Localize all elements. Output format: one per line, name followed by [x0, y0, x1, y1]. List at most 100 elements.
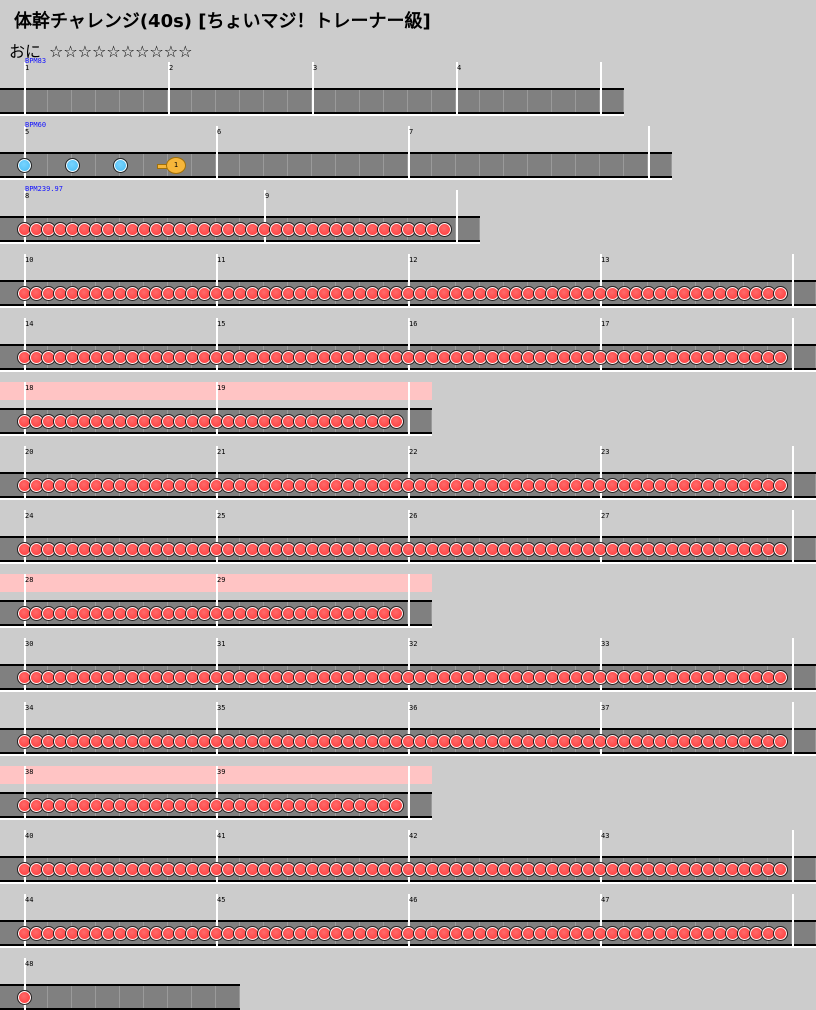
barline [600, 318, 602, 370]
score-row: 48 [0, 958, 240, 1010]
difficulty-stars: ☆☆☆☆☆☆☆☆☆☆ [49, 42, 193, 61]
measure-number: 44 [25, 896, 34, 904]
score-row: 24 25 26 27 [0, 510, 816, 562]
measure-number: 35 [217, 704, 226, 712]
barline [24, 702, 26, 754]
barline [216, 638, 218, 690]
score-row: 10 11 12 13 [0, 254, 816, 306]
don-note [773, 542, 788, 557]
barline [600, 702, 602, 754]
barline [600, 446, 602, 498]
barline [24, 574, 26, 626]
don-note [389, 606, 404, 621]
measure-number: 2 [169, 64, 174, 72]
measure-number: 30 [25, 640, 34, 648]
measure-number: 45 [217, 896, 226, 904]
barline [408, 894, 410, 946]
measure-number: 34 [25, 704, 34, 712]
measure-number: 22 [409, 448, 418, 456]
measure-number: 42 [409, 832, 418, 840]
measure-number: 16 [409, 320, 418, 328]
measure-number: 1 [25, 64, 30, 72]
bpm-label: BPM239.97 [25, 185, 63, 193]
bpm-label: BPM83 [25, 57, 47, 65]
measure-number: 26 [409, 512, 418, 520]
barline [600, 894, 602, 946]
measure-number: 32 [409, 640, 418, 648]
measure-number: 7 [409, 128, 414, 136]
measure-number: 9 [265, 192, 270, 200]
difficulty-line: おに ☆☆☆☆☆☆☆☆☆☆ [9, 38, 192, 62]
ka-note [65, 158, 80, 173]
barline [216, 382, 218, 434]
barline [792, 638, 794, 690]
barline [408, 702, 410, 754]
don-note [17, 990, 32, 1005]
score-row: 34 35 36 37 [0, 702, 816, 754]
barline [24, 446, 26, 498]
barline [408, 126, 410, 178]
don-note [773, 350, 788, 365]
barline [792, 702, 794, 754]
barline [600, 638, 602, 690]
barline [24, 830, 26, 882]
don-note [773, 670, 788, 685]
barline [792, 318, 794, 370]
barline [216, 446, 218, 498]
barline [600, 62, 602, 114]
bpm-label: BPM60 [25, 121, 47, 129]
barline [792, 446, 794, 498]
measure-number: 40 [25, 832, 34, 840]
measure-number: 28 [25, 576, 34, 584]
barline [408, 638, 410, 690]
measure-number: 33 [601, 640, 610, 648]
measure-number: 18 [25, 384, 34, 392]
balloon-note: 1 [166, 157, 186, 174]
ka-note [113, 158, 128, 173]
barline [216, 126, 218, 178]
measure-number: 10 [25, 256, 34, 264]
score-row: 38 39 [0, 766, 432, 818]
measure-number: 24 [25, 512, 34, 520]
barline [24, 126, 26, 178]
barline [24, 510, 26, 562]
barline [792, 510, 794, 562]
measure-number: 12 [409, 256, 418, 264]
don-note [773, 734, 788, 749]
barline [648, 126, 650, 178]
don-note [437, 222, 452, 237]
barline [312, 62, 314, 114]
score-row: 5 6 7 BPM60 1 [0, 122, 672, 178]
barline [408, 318, 410, 370]
don-note [773, 926, 788, 941]
barline [408, 830, 410, 882]
measure-number: 17 [601, 320, 610, 328]
measure-number: 5 [25, 128, 30, 136]
barline [456, 62, 458, 114]
measure-number: 14 [25, 320, 34, 328]
measure-number: 19 [217, 384, 226, 392]
barline [24, 190, 26, 242]
barline [216, 254, 218, 306]
don-note [389, 798, 404, 813]
ka-note [17, 158, 32, 173]
barline [216, 894, 218, 946]
difficulty-label: おに [9, 42, 42, 61]
measure-number: 3 [313, 64, 318, 72]
barline [408, 446, 410, 498]
barline [24, 766, 26, 818]
chart-title: 体幹チャレンジ(40s) [ちょいマジ！トレーナー級] [14, 11, 431, 32]
measure-number: 11 [217, 256, 226, 264]
don-note [773, 478, 788, 493]
barline [408, 574, 410, 626]
barline [24, 62, 26, 114]
barline [792, 894, 794, 946]
measure-number: 39 [217, 768, 226, 776]
don-note [773, 862, 788, 877]
measure-number: 13 [601, 256, 610, 264]
score-row: 14 15 16 17 [0, 318, 816, 370]
barline [24, 958, 26, 1010]
measure-number: 31 [217, 640, 226, 648]
barline [24, 318, 26, 370]
barline [408, 766, 410, 818]
